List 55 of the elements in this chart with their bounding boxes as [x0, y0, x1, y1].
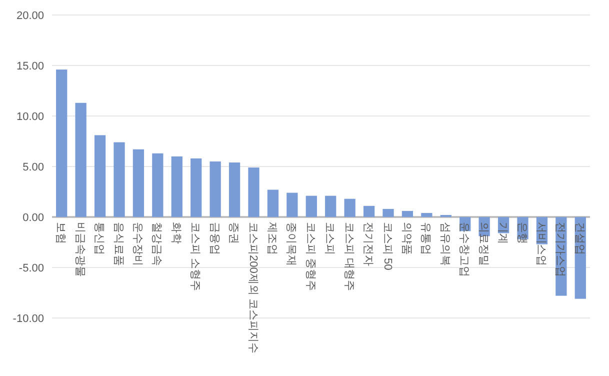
x-tick-label: 서비스업 [534, 222, 547, 266]
y-tick-label: 5.00 [22, 162, 44, 174]
bar [267, 190, 279, 217]
bar [56, 70, 68, 217]
x-tick-label: 코스피200제외 코스피지수 [246, 222, 259, 354]
bar [94, 135, 106, 217]
x-tick-label: 은행 [516, 222, 528, 244]
x-tick-label: 코스피 [324, 222, 336, 255]
bar [402, 210, 414, 217]
bar [363, 206, 375, 217]
x-tick-label: 금융업 [208, 222, 220, 255]
x-tick-label: 운수장비 [131, 222, 144, 266]
y-tick-label: 0.00 [22, 212, 44, 224]
x-tick-label: 음식료품 [112, 222, 124, 266]
bar [325, 196, 336, 217]
y-tick-label: -5.00 [18, 262, 44, 274]
y-tick-label: 15.00 [16, 60, 44, 72]
bar [228, 162, 240, 217]
x-tick-label: 의약품 [400, 222, 412, 255]
x-tick-label: 코스피 중형주 [304, 222, 316, 292]
x-tick-label: 보험 [54, 222, 67, 244]
x-tick-label: 철강금속 [150, 222, 163, 266]
x-tick-label: 통신업 [93, 222, 106, 255]
x-tick-label: 제조업 [266, 222, 278, 255]
bar [210, 161, 221, 217]
x-tick-label: 기계 [496, 222, 509, 244]
y-tick-label: 20.00 [16, 10, 44, 22]
x-tick-label: 유통업 [420, 222, 432, 255]
bar [75, 102, 86, 217]
x-tick-label: 증권 [228, 222, 240, 244]
bar [114, 142, 125, 217]
bar [286, 192, 298, 217]
bar [152, 153, 164, 217]
bar [421, 212, 432, 217]
bar [132, 149, 144, 217]
x-tick-label: 의료정밀 [477, 222, 490, 266]
x-tick-label: 섬유의복 [438, 222, 451, 266]
x-tick-label: 건설업 [573, 222, 586, 255]
x-tick-label: 전기가스업 [554, 222, 566, 277]
bar [306, 196, 317, 217]
x-tick-label: 코스피 대형주 [342, 222, 355, 292]
x-tick-label: 화학 [170, 222, 182, 244]
x-tick-label: 종이목재 [285, 222, 298, 266]
bar [171, 156, 182, 217]
bar [190, 158, 202, 217]
bar [382, 208, 394, 217]
bar [248, 168, 260, 217]
bar [344, 198, 356, 217]
y-tick-label: 10.00 [16, 111, 44, 123]
x-tick-label: 운수창고업 [458, 222, 470, 277]
x-tick-label: 코스피 소형주 [189, 222, 202, 292]
x-tick-label: 전기전자 [362, 222, 374, 266]
x-tick-label: 코스피 50 [381, 222, 394, 270]
x-tick-label: 비금속광물 [74, 222, 86, 277]
y-tick-label: -10.00 [12, 313, 44, 325]
